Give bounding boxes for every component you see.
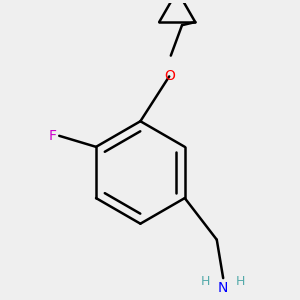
Text: O: O: [164, 69, 175, 83]
Text: H: H: [201, 275, 210, 288]
Text: N: N: [218, 281, 228, 295]
Text: F: F: [49, 129, 57, 143]
Text: H: H: [236, 275, 245, 288]
